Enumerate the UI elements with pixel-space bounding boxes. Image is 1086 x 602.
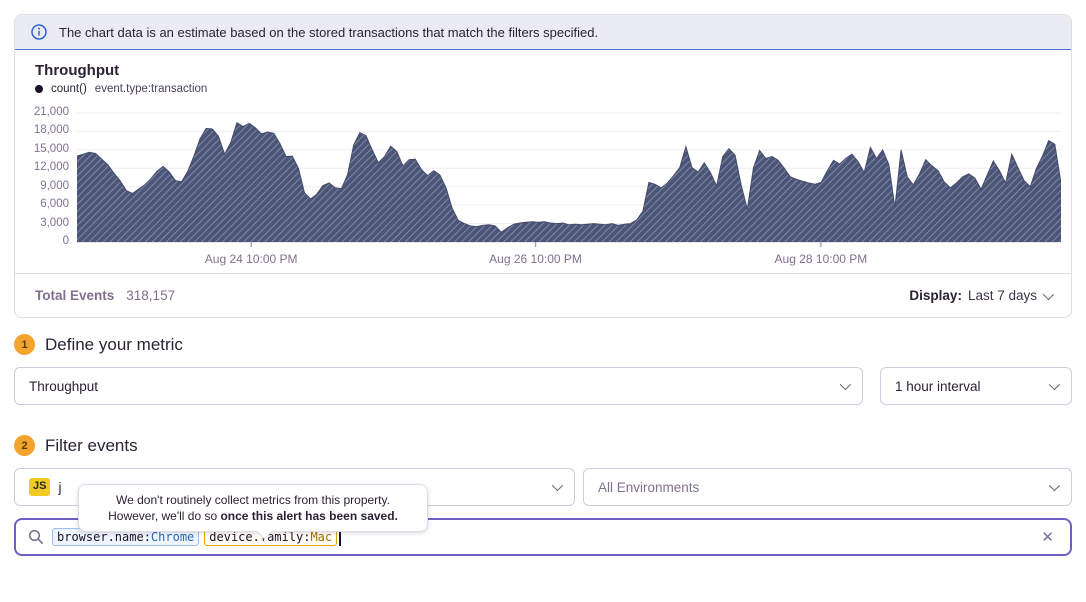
section-define-metric: 1 Define your metric Throughput 1 hour i… xyxy=(14,334,1072,405)
chart-footer: Total Events 318,157 Display: Last 7 day… xyxy=(15,273,1071,317)
chevron-down-icon xyxy=(1048,479,1061,492)
token-key: device.family: xyxy=(209,530,311,544)
y-axis-label: 3,000 xyxy=(40,216,69,229)
chevron-down-icon xyxy=(839,378,852,391)
tooltip-line2-prefix: However, we'll do so xyxy=(108,509,221,524)
tooltip-line1: We don't routinely collect metrics from … xyxy=(116,493,390,507)
y-axis-label: 9,000 xyxy=(40,179,69,192)
y-axis-label: 6,000 xyxy=(40,198,69,211)
chart-legend: count() event.type:transaction xyxy=(35,83,1051,95)
project-select-content: JS j xyxy=(29,478,62,496)
total-events: Total Events 318,157 xyxy=(35,288,175,303)
chart-card: The chart data is an estimate based on t… xyxy=(14,14,1072,318)
display-range-dropdown[interactable]: Display: Last 7 days xyxy=(909,288,1055,303)
metric-property-tooltip: We don't routinely collect metrics from … xyxy=(78,484,428,533)
interval-select-value: 1 hour interval xyxy=(895,378,981,394)
section-filter-events: 2 Filter events JS j All Environments We… xyxy=(14,435,1072,556)
section-metric-title: Define your metric xyxy=(45,334,183,354)
chart-title: Throughput xyxy=(35,62,120,79)
estimate-banner: The chart data is an estimate based on t… xyxy=(15,15,1071,50)
throughput-area-series xyxy=(77,122,1061,242)
search-token-browser-name[interactable]: browser.name:Chrome xyxy=(52,528,200,546)
token-value: Chrome xyxy=(150,530,195,544)
display-label: Display: xyxy=(909,288,962,303)
section-filter-title: Filter events xyxy=(45,435,138,455)
search-icon xyxy=(28,529,43,544)
text-cursor xyxy=(339,528,341,546)
environment-select[interactable]: All Environments xyxy=(583,468,1072,506)
metric-select-row: Throughput 1 hour interval xyxy=(14,367,1072,405)
chevron-down-icon xyxy=(551,479,564,492)
throughput-chart-svg xyxy=(77,112,1061,247)
metric-select-value: Throughput xyxy=(29,378,99,394)
metric-select[interactable]: Throughput xyxy=(14,367,863,405)
chevron-down-icon xyxy=(1048,378,1061,391)
y-axis-label: 21,000 xyxy=(33,106,69,118)
token-value: Mac xyxy=(310,530,333,544)
y-axis: 0 3,000 6,000 9,000 12,000 15,000 18,000 21,000 xyxy=(15,105,77,273)
chevron-down-icon xyxy=(1042,288,1055,300)
x-axis: Aug 24 10:00 PM Aug 26 10:00 PM Aug 28 10:… xyxy=(77,247,1061,273)
project-select-value: j xyxy=(58,479,62,495)
chart-header: Throughput count() event.type:transactio… xyxy=(15,50,1071,101)
alert-builder-page: The chart data is an estimate based on t… xyxy=(0,0,1086,556)
total-events-label: Total Events xyxy=(35,288,115,303)
interval-select[interactable]: 1 hour interval xyxy=(880,367,1072,405)
search-token-list: browser.name:Chrome device.family:Mac xyxy=(52,528,1029,546)
info-icon xyxy=(31,24,47,40)
javascript-platform-icon: JS xyxy=(29,478,51,496)
step-2-badge: 2 xyxy=(14,435,35,456)
legend-query-label: event.type:transaction xyxy=(94,83,208,95)
clear-search-icon[interactable]: ✕ xyxy=(1041,529,1054,546)
total-events-value: 318,157 xyxy=(126,288,176,303)
x-axis-label: Aug 26 10:00 PM xyxy=(489,252,582,266)
x-axis-label: Aug 24 10:00 PM xyxy=(204,252,298,266)
y-axis-label: 18,000 xyxy=(33,124,69,137)
y-axis-label: 12,000 xyxy=(33,161,69,174)
tooltip-line2-bold: once this alert has been saved. xyxy=(220,509,398,524)
banner-text: The chart data is an estimate based on t… xyxy=(59,24,599,40)
y-axis-label: 15,000 xyxy=(33,142,69,155)
display-value: Last 7 days xyxy=(967,288,1037,303)
section-filter-header: 2 Filter events xyxy=(14,435,1072,456)
chart-area: 0 3,000 6,000 9,000 12,000 15,000 18,000 21,000… xyxy=(15,105,1061,273)
step-1-badge: 1 xyxy=(14,334,35,355)
y-axis-label: 0 xyxy=(62,235,69,247)
throughput-chart[interactable]: Aug 24 10:00 PM Aug 26 10:00 PM Aug 28 10:… xyxy=(77,105,1061,273)
section-metric-header: 1 Define your metric xyxy=(14,334,1072,355)
token-key: browser.name: xyxy=(57,530,151,544)
legend-series-label: count() xyxy=(51,83,87,95)
x-axis-label: Aug 28 10:00 PM xyxy=(774,252,868,266)
legend-dot-icon xyxy=(35,85,43,93)
environment-select-value: All Environments xyxy=(598,479,700,495)
